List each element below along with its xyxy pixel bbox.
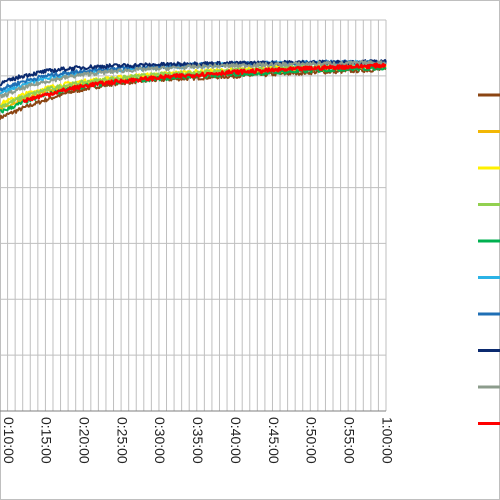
- x-tick-label: 1:00:00: [379, 417, 395, 464]
- x-tick-label: 0:40:00: [228, 417, 244, 464]
- series-layer: [0, 59, 387, 120]
- x-tick-label: 0:30:00: [152, 417, 168, 464]
- x-tick-label: 0:25:00: [114, 417, 130, 464]
- x-tick-label: 0:50:00: [304, 417, 320, 464]
- x-tick-label: 0:15:00: [39, 417, 55, 464]
- x-tick-label: 0:45:00: [266, 417, 282, 464]
- x-tick-label: 0:10:00: [1, 417, 17, 464]
- x-tick-label: 0:35:00: [190, 417, 206, 464]
- plot-area: 0:10:00 0:15:00 0:20:00 0:25:00 0:30:00 0:35:…: [0, 19, 395, 464]
- x-tick-labels: 0:10:00 0:15:00 0:20:00 0:25:00 0:30:00 0:35:…: [1, 417, 395, 464]
- series-line-10: [22, 62, 387, 103]
- series-line-9: [0, 60, 387, 99]
- legend: [478, 93, 500, 425]
- x-tick-label: 0:55:00: [341, 417, 357, 464]
- x-tick-label: 0:20:00: [77, 417, 93, 464]
